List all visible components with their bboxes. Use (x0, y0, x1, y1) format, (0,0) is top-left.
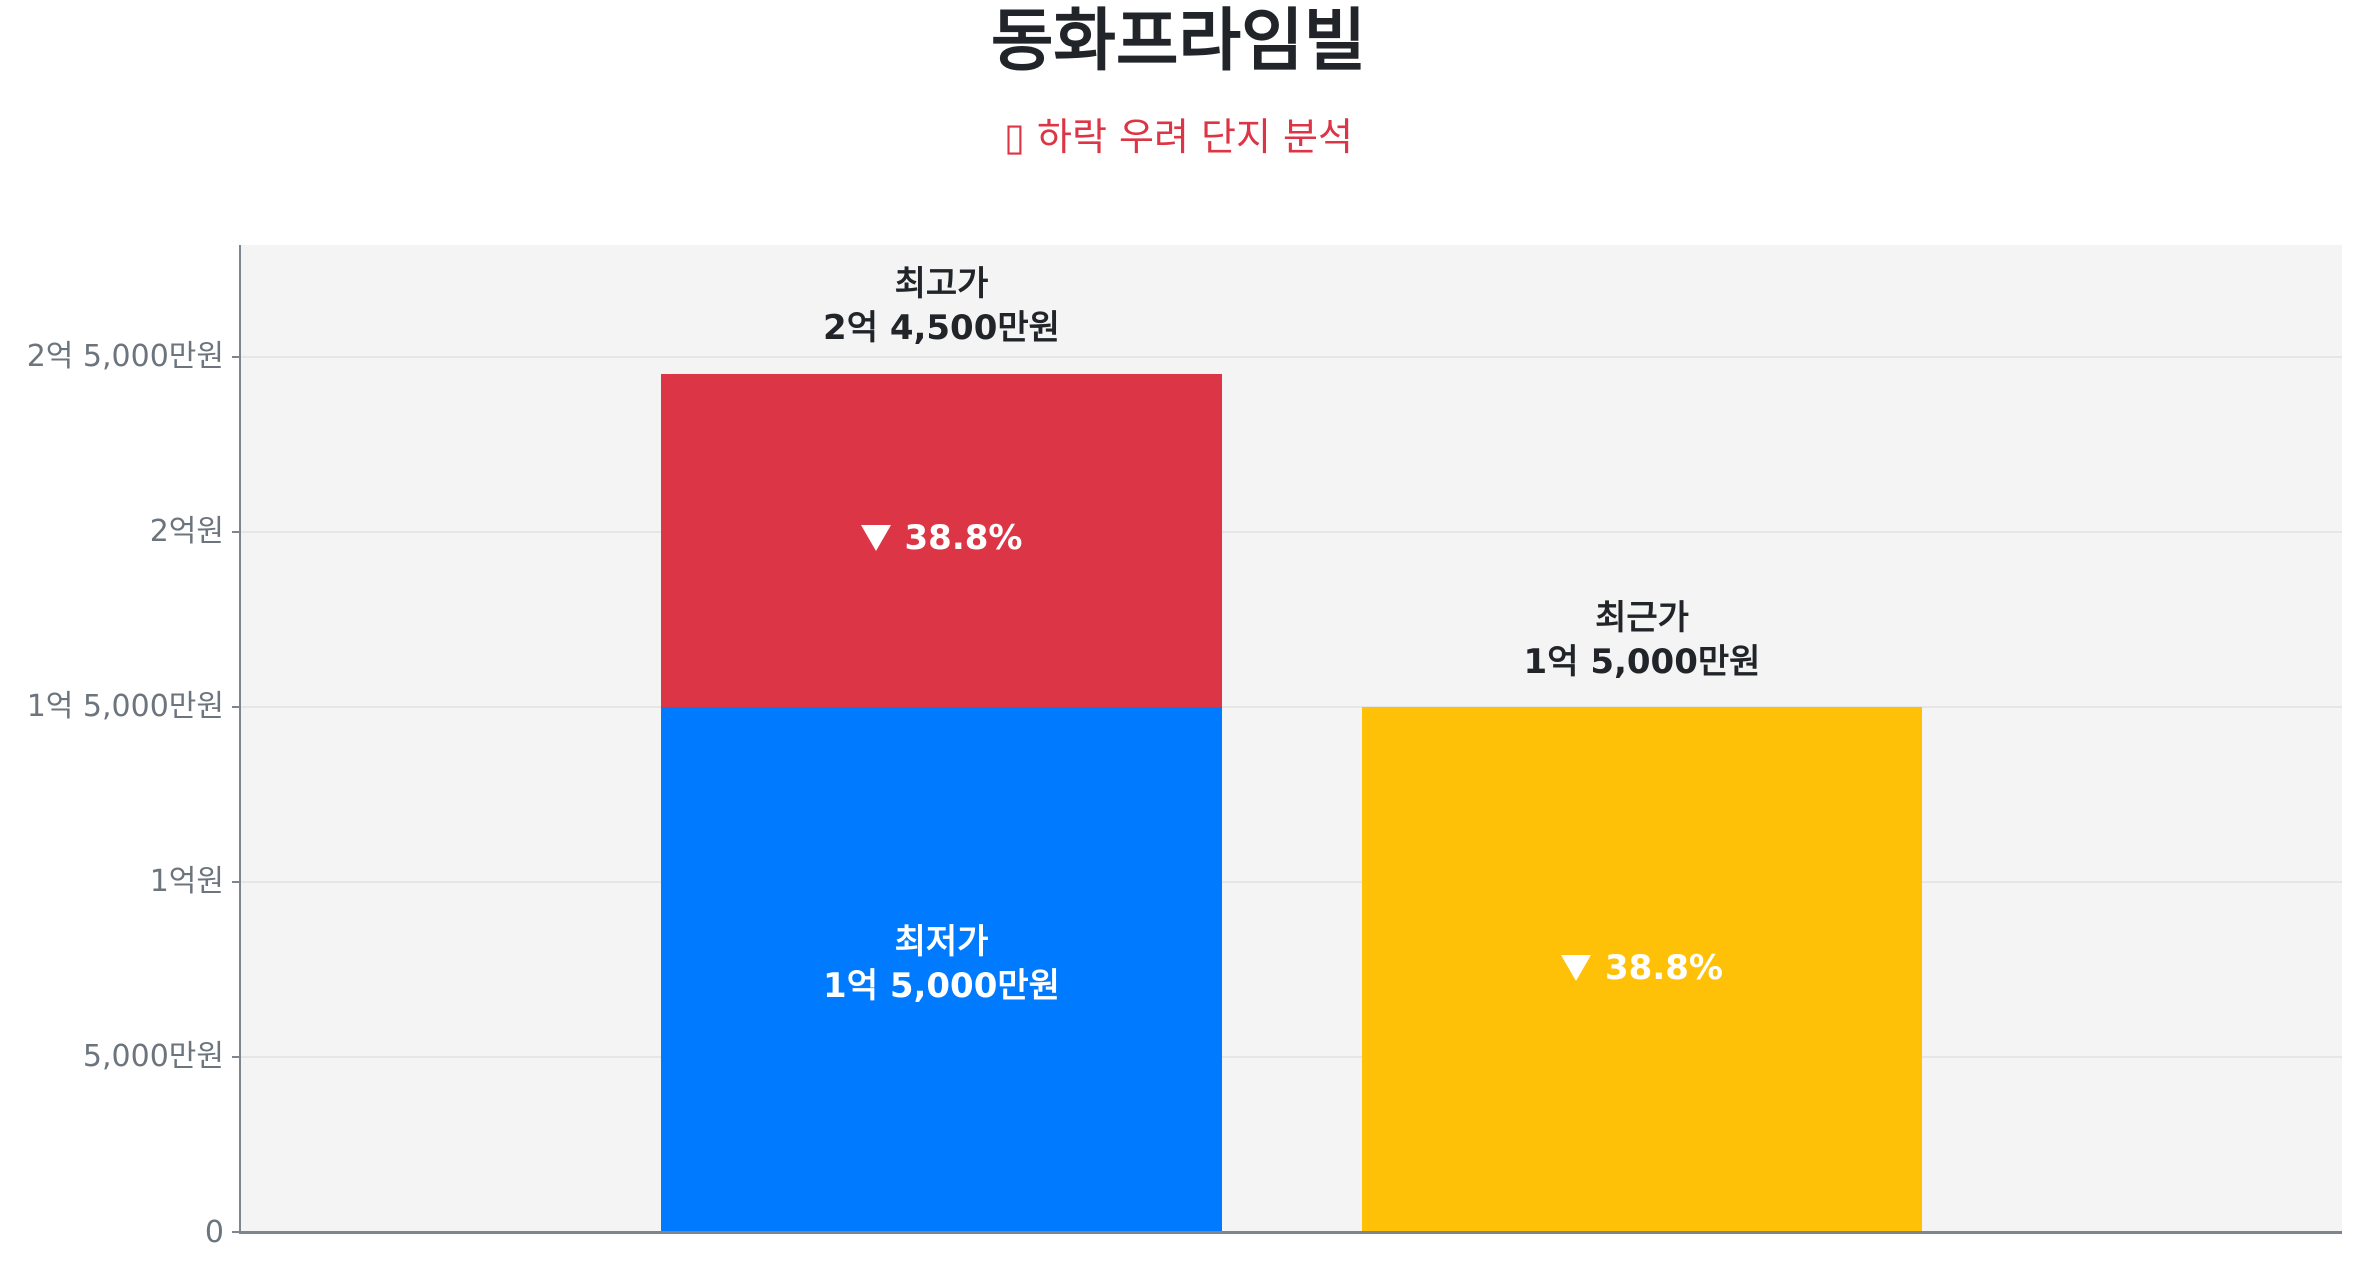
recent-drop-value: 38.8% (1605, 948, 1723, 988)
y-axis-line (239, 245, 241, 1234)
plot-area (241, 245, 2342, 1232)
bar-max-price-segment[interactable] (661, 374, 1222, 707)
chart-subtitle: ▯ 하락 우려 단지 분석 (1004, 115, 1353, 159)
recent-drop-annotation: 38.8% (1362, 946, 1922, 990)
y-tick-label: 0 (204, 1215, 224, 1250)
down-triangle-icon (1561, 954, 1592, 981)
down-triangle-icon (860, 524, 891, 551)
recent-price-title: 최근가 (1595, 598, 1689, 638)
x-axis-line (239, 1231, 2342, 1234)
max-price-label: 최고가 2억 4,500만원 (661, 262, 1222, 350)
gridline (241, 531, 2342, 533)
y-tick (232, 881, 240, 883)
y-tick (232, 531, 240, 533)
bar-recent-price[interactable] (1362, 707, 1922, 1232)
y-tick (232, 356, 240, 358)
y-tick-label: 1억 5,000만원 (26, 689, 224, 724)
y-tick (232, 1056, 240, 1058)
max-price-value: 2억 4,500만원 (823, 308, 1060, 348)
max-price-title: 최고가 (894, 264, 989, 304)
recent-price-label: 최근가 1억 5,000만원 (1362, 596, 1922, 684)
recent-price-value: 1억 5,000만원 (1523, 642, 1761, 682)
max-drop-annotation: 38.8% (661, 516, 1222, 560)
chart-title: 동화프라임빌 (990, 2, 1367, 81)
y-tick-label: 2억 5,000만원 (26, 339, 224, 374)
gridline (241, 881, 2342, 883)
min-price-label: 최저가 1억 5,000만원 (661, 920, 1222, 1008)
y-tick-label: 1억원 (149, 864, 224, 899)
gridline (241, 706, 2342, 708)
gridline (241, 1056, 2342, 1058)
bar-min-price[interactable] (661, 707, 1222, 1232)
min-price-value: 1억 5,000만원 (823, 966, 1060, 1006)
gridline (241, 356, 2342, 358)
max-drop-value: 38.8% (904, 518, 1023, 558)
y-tick-label: 2억원 (149, 514, 224, 549)
min-price-title: 최저가 (894, 922, 989, 962)
y-tick (232, 1231, 240, 1233)
y-tick-label: 5,000만원 (82, 1039, 224, 1074)
y-tick (232, 706, 240, 708)
